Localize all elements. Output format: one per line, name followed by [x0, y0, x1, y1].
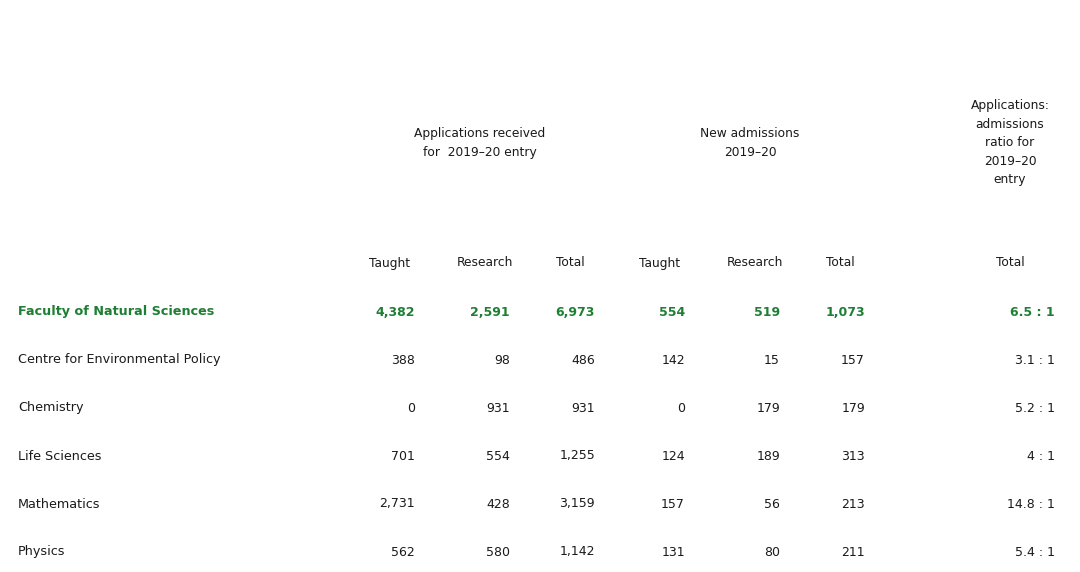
Text: 313: 313 — [841, 450, 865, 463]
Text: 3,159: 3,159 — [559, 498, 595, 510]
Text: Centre for Environmental Policy: Centre for Environmental Policy — [18, 353, 220, 367]
Text: 554: 554 — [659, 305, 685, 319]
Text: 6,973: 6,973 — [555, 305, 595, 319]
Text: 131: 131 — [661, 546, 685, 558]
Text: Applications and admissions – postgraduate*: Applications and admissions – postgradua… — [18, 14, 495, 34]
Text: Life Sciences: Life Sciences — [18, 450, 102, 463]
Text: 124: 124 — [661, 450, 685, 463]
Text: 3.1 : 1: 3.1 : 1 — [1015, 353, 1055, 367]
Text: 157: 157 — [841, 353, 865, 367]
Text: 14.8 : 1: 14.8 : 1 — [1008, 498, 1055, 510]
Text: Total: Total — [556, 256, 584, 269]
Text: Research: Research — [457, 256, 513, 269]
Text: New admissions
2019–20: New admissions 2019–20 — [700, 127, 799, 159]
Text: 1,255: 1,255 — [559, 450, 595, 463]
Text: 554: 554 — [486, 450, 510, 463]
Text: 428: 428 — [486, 498, 510, 510]
Text: 931: 931 — [571, 402, 595, 415]
Text: 142: 142 — [661, 353, 685, 367]
Text: Physics: Physics — [18, 546, 66, 558]
Text: Applications:
admissions
ratio for
2019–20
entry: Applications: admissions ratio for 2019–… — [971, 100, 1050, 186]
Text: Taught: Taught — [639, 256, 680, 269]
Text: 701: 701 — [391, 450, 415, 463]
Text: 0: 0 — [677, 402, 685, 415]
Text: Total: Total — [826, 256, 854, 269]
Text: 179: 179 — [841, 402, 865, 415]
Text: 388: 388 — [391, 353, 415, 367]
Text: Research: Research — [727, 256, 783, 269]
Text: Taught: Taught — [369, 256, 410, 269]
Text: 1,142: 1,142 — [559, 546, 595, 558]
Text: 562: 562 — [391, 546, 415, 558]
Text: 213: 213 — [841, 498, 865, 510]
Text: 519: 519 — [754, 305, 780, 319]
Text: 5.4 : 1: 5.4 : 1 — [1015, 546, 1055, 558]
Text: 4 : 1: 4 : 1 — [1027, 450, 1055, 463]
Text: Mathematics: Mathematics — [18, 498, 100, 510]
Text: 211: 211 — [841, 546, 865, 558]
Text: 189: 189 — [756, 450, 780, 463]
Text: Faculty of Natural Sciences: Faculty of Natural Sciences — [18, 305, 214, 319]
Text: 6.5 : 1: 6.5 : 1 — [1011, 305, 1055, 319]
Text: 98: 98 — [495, 353, 510, 367]
Text: 56: 56 — [765, 498, 780, 510]
Text: 15: 15 — [765, 353, 780, 367]
Text: 486: 486 — [571, 353, 595, 367]
Text: 4,382: 4,382 — [376, 305, 415, 319]
Text: 2,731: 2,731 — [379, 498, 415, 510]
Text: 5.2 : 1: 5.2 : 1 — [1015, 402, 1055, 415]
Text: 1,073: 1,073 — [825, 305, 865, 319]
Text: Chemistry: Chemistry — [18, 402, 83, 415]
Text: Total: Total — [996, 256, 1024, 269]
Text: Applications received
for  2019–20 entry: Applications received for 2019–20 entry — [415, 127, 545, 159]
Text: 179: 179 — [756, 402, 780, 415]
Text: 157: 157 — [661, 498, 685, 510]
Text: 931: 931 — [486, 402, 510, 415]
Text: 580: 580 — [486, 546, 510, 558]
Text: 0: 0 — [407, 402, 415, 415]
Text: 80: 80 — [764, 546, 780, 558]
Text: 2,591: 2,591 — [471, 305, 510, 319]
